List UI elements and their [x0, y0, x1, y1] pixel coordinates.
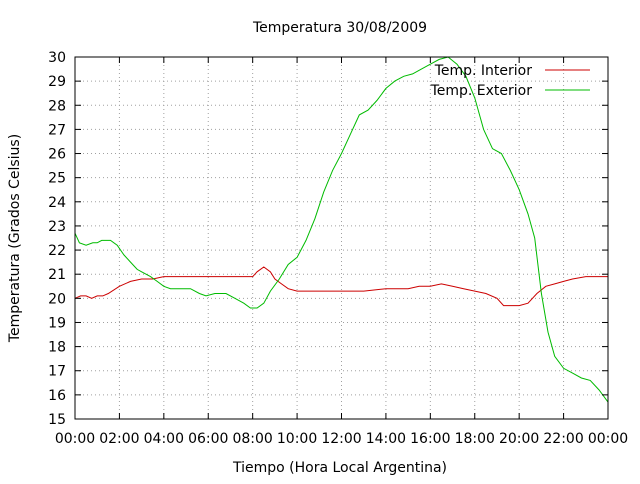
x-axis-label: Tiempo (Hora Local Argentina): [232, 460, 447, 476]
y-tick-label: 15: [48, 412, 66, 428]
x-tick-label: 20:00: [499, 431, 539, 447]
y-axis-label: Temperatura (Grados Celsius): [7, 134, 23, 343]
y-tick-label: 16: [48, 388, 66, 404]
series-group: [74, 56, 609, 403]
x-tick-label: 08:00: [232, 431, 272, 447]
y-tick-label: 22: [48, 243, 66, 259]
legend-label: Temp. Exterior: [430, 83, 533, 99]
y-tick-label: 29: [48, 74, 66, 90]
y-tick-label: 26: [48, 147, 66, 163]
legend: Temp. Interior Temp. Exterior: [430, 63, 590, 99]
y-tick-label: 30: [48, 50, 66, 66]
y-tick-label: 17: [48, 364, 66, 380]
chart-title: Temperatura 30/08/2009: [252, 20, 427, 36]
x-tick-label: 18:00: [455, 431, 495, 447]
y-tick-label: 28: [48, 98, 66, 114]
grid-lines: [75, 57, 608, 419]
x-tick-label: 16:00: [410, 431, 450, 447]
legend-label: Temp. Interior: [434, 63, 533, 79]
x-tick-label: 00:00: [55, 431, 95, 447]
y-tick-label: 27: [48, 122, 66, 138]
y-tick-label: 25: [48, 171, 66, 187]
x-tick-label: 00:00: [588, 431, 628, 447]
x-tick-label: 22:00: [543, 431, 583, 447]
y-tick-label: 18: [48, 340, 66, 356]
x-tick-label: 14:00: [366, 431, 406, 447]
x-tick-label: 04:00: [144, 431, 184, 447]
y-tick-label: 24: [48, 195, 66, 211]
x-tick-label: 10:00: [277, 431, 317, 447]
series-line-temp-exterior: [74, 56, 609, 403]
x-tick-label: 06:00: [188, 431, 228, 447]
y-tick-label: 20: [48, 291, 66, 307]
x-tick-label: 02:00: [99, 431, 139, 447]
x-tick-label: 12:00: [321, 431, 361, 447]
y-tick-label: 23: [48, 219, 66, 235]
y-tick-label: 19: [48, 315, 66, 331]
y-tick-label: 21: [48, 267, 66, 283]
series-line-temp-interior: [74, 266, 608, 307]
